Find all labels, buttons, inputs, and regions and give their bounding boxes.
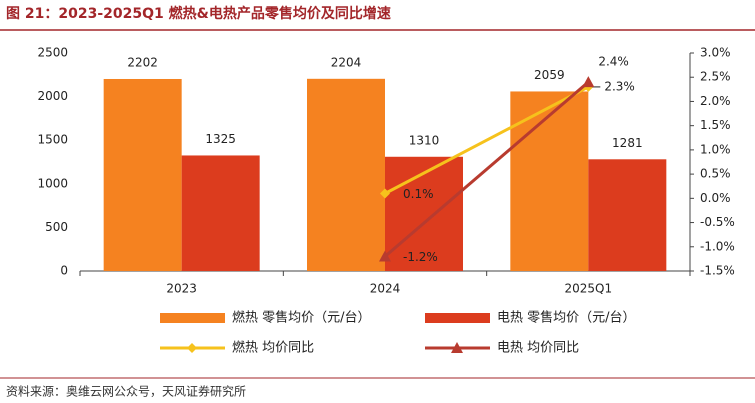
line-label: 0.1% [403, 187, 434, 201]
y-tick-label: 0 [60, 264, 68, 278]
source: 资料来源：奥维云网公众号，天风证券研究所 [6, 384, 246, 399]
y-tick-label: 2500 [37, 46, 68, 60]
y-tick-label: 2000 [37, 89, 68, 103]
line-marker [380, 188, 390, 199]
y2-tick-label: 0.5% [700, 167, 731, 181]
line-marker [379, 250, 391, 262]
line-label: 2.4% [598, 55, 629, 69]
chart-title: 图 21：2023-2025Q1 燃热&电热产品零售均价及同比增速 [6, 5, 391, 22]
y2-tick-label: 3.0% [700, 46, 731, 60]
y2-tick-label: 1.5% [700, 118, 731, 132]
line [384, 85, 590, 195]
bar [307, 78, 385, 271]
y2-tick-label: -0.5% [700, 215, 735, 229]
line-label: -1.2% [403, 250, 438, 264]
bar-label: 2204 [331, 55, 362, 69]
bar [103, 78, 182, 272]
line [384, 80, 590, 258]
bar [510, 91, 589, 271]
legend-swatch [160, 313, 225, 323]
bar-label: 2059 [534, 68, 565, 82]
x-tick-label: 2024 [370, 282, 401, 296]
y2-tick-label: 2.5% [700, 70, 731, 84]
line-marker [582, 76, 595, 88]
y-tick-label: 1000 [37, 176, 68, 190]
bar [385, 156, 463, 271]
y2-tick-label: 2.0% [700, 94, 731, 108]
legend-label: 电热 均价同比 [497, 341, 579, 356]
bar [588, 159, 667, 271]
bar-label: 2202 [127, 55, 158, 69]
bar-label: 1281 [612, 136, 643, 150]
line-marker [187, 343, 197, 353]
x-tick-label: 2023 [166, 282, 197, 296]
bar-label: 1325 [205, 132, 236, 146]
legend-label: 电热 零售均价（元/台） [497, 310, 636, 326]
legend-swatch [425, 313, 490, 323]
legend-label: 燃热 零售均价（元/台） [232, 310, 371, 326]
y2-tick-label: -1.5% [700, 264, 735, 278]
line-marker [451, 342, 463, 353]
x-tick-label: 2025Q1 [565, 282, 613, 296]
bar-label: 1310 [409, 133, 440, 147]
y-tick-label: 500 [45, 220, 68, 234]
y2-tick-label: 1.0% [700, 142, 731, 156]
y-tick-label: 1500 [37, 133, 68, 147]
y2-tick-label: 0.0% [700, 191, 731, 205]
bar [181, 155, 260, 271]
y2-tick-label: -1.0% [700, 239, 735, 253]
legend-label: 燃热 均价同比 [232, 340, 314, 356]
line-label: 2.3% [604, 79, 635, 93]
